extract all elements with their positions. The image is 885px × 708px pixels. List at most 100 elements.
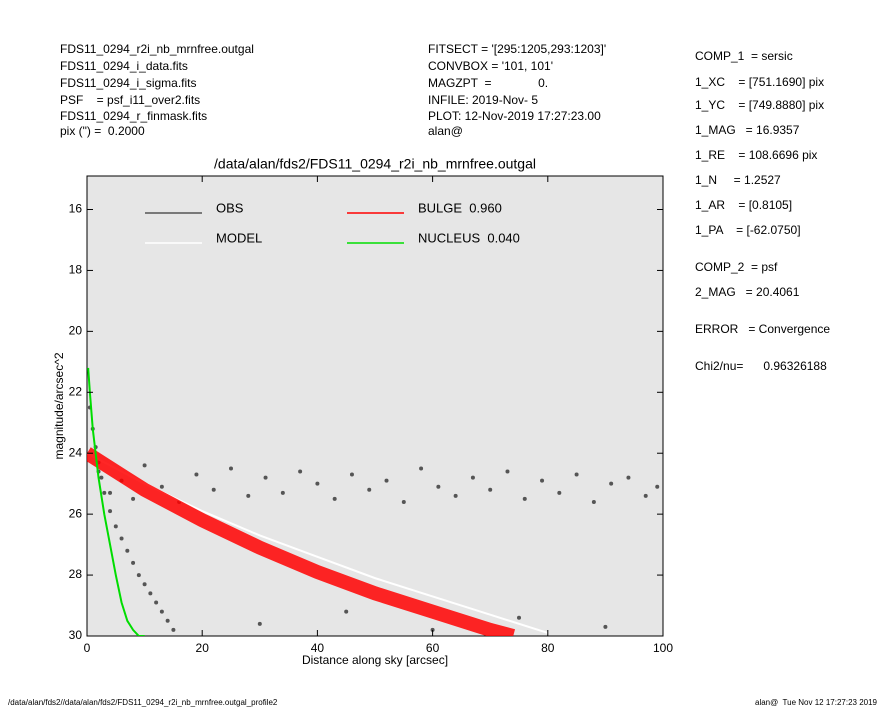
data-point [349, 472, 354, 477]
plot-area [86, 175, 664, 637]
header-middle-line: CONVBOX = '101, 101' [428, 59, 553, 73]
model-band [87, 447, 516, 636]
x-axis-label: Distance along sky [arcsec] [302, 653, 448, 667]
header-left-line: FDS11_0294_i_data.fits [60, 59, 188, 73]
data-point [517, 615, 521, 620]
parameter: ERROR = Convergence [695, 322, 830, 336]
parameter: Chi2/nu= 0.96326188 [695, 359, 827, 373]
data-point [574, 472, 579, 477]
data-point [136, 573, 141, 578]
data-point [211, 487, 216, 492]
data-point [142, 582, 147, 587]
legend-label: BULGE 0.960 [418, 200, 502, 215]
data-point [159, 609, 164, 614]
data-point [384, 478, 389, 483]
parameter: COMP_2 = psf [695, 260, 778, 274]
data-point [280, 490, 285, 495]
y-tick-label: 28 [69, 567, 83, 581]
marks [87, 367, 660, 636]
data-point [119, 536, 124, 541]
data-point [298, 469, 303, 474]
data-point [142, 463, 147, 468]
x-tick-label: 100 [653, 641, 673, 655]
data-point [401, 499, 406, 504]
parameter: 1_N = 1.2527 [695, 173, 781, 187]
header-middle-line: FITSECT = '[295:1205,293:1203]' [428, 42, 606, 56]
x-tick-label: 80 [541, 641, 555, 655]
data-point [125, 548, 130, 553]
data-point [430, 627, 435, 632]
data-point [257, 621, 262, 626]
data-point [113, 524, 118, 529]
data-point [367, 487, 372, 492]
data-point [194, 472, 199, 477]
data-point [165, 618, 170, 623]
y-tick-label: 24 [69, 445, 83, 459]
data-point [591, 499, 596, 504]
x-tick-label: 0 [84, 641, 91, 655]
y-tick-label: 26 [69, 506, 83, 520]
legend-label: MODEL [216, 230, 262, 245]
y-tick-label: 22 [69, 384, 83, 398]
parameter: 1_AR = [0.8105] [695, 198, 792, 212]
data-point [102, 490, 107, 495]
data-point [99, 475, 104, 480]
header-middle-line: alan@ [428, 124, 463, 138]
data-point [488, 487, 493, 492]
header-middle-line: MAGZPT = 0. [428, 76, 548, 90]
data-point [171, 627, 176, 632]
model-line [87, 367, 145, 636]
data-point [229, 466, 233, 471]
legend-label: OBS [216, 200, 244, 215]
header-middle-line: PLOT: 12-Nov-2019 17:27:23.00 [428, 109, 601, 123]
data-point [655, 484, 660, 489]
parameter: 1_PA = [-62.0750] [695, 223, 801, 237]
header-left-line: FDS11_0294_r_finmask.fits [60, 109, 207, 123]
y-tick-label: 30 [69, 628, 83, 642]
header: FDS11_0294_r2i_nb_mrnfree.outgal FDS11_02… [60, 42, 830, 373]
y-axis-label: magnitude/arcsec^2 [52, 352, 66, 459]
data-point [344, 609, 349, 614]
data-point [159, 484, 164, 489]
header-left-line: pix (") = 0.2000 [60, 124, 145, 138]
header-left-line: FDS11_0294_r2i_nb_mrnfree.outgal [60, 42, 254, 56]
data-point [148, 591, 153, 596]
data-point [540, 478, 545, 483]
parameter: 1_XC = [751.1690] pix [695, 75, 824, 89]
data-point [522, 496, 527, 501]
footer-right: alan@ Tue Nov 12 17:27:23 2019 [755, 698, 878, 707]
data-point [505, 469, 510, 474]
data-point [626, 475, 631, 480]
data-point [470, 475, 475, 480]
y-tick-label: 18 [69, 263, 83, 277]
data-point [131, 560, 136, 565]
data-point [643, 493, 648, 498]
data-point [609, 481, 614, 486]
y-tick-label: 20 [69, 324, 83, 338]
x-tick-label: 20 [196, 641, 210, 655]
parameter: 1_YC = [749.8880] pix [695, 98, 824, 112]
chart-title: /data/alan/fds2/FDS11_0294_r2i_nb_mrnfre… [214, 156, 536, 172]
data-point [453, 493, 458, 498]
x-tick-label: 60 [426, 641, 440, 655]
header-left-line: FDS11_0294_i_sigma.fits [60, 76, 197, 90]
data-point [108, 509, 113, 514]
data-point [131, 496, 136, 501]
header-left-line: PSF = psf_i11_over2.fits [60, 93, 200, 107]
header-middle-line: INFILE: 2019-Nov- 5 [428, 93, 538, 107]
parameter: 2_MAG = 20.4061 [695, 285, 800, 299]
legend-label: NUCLEUS 0.040 [418, 230, 520, 245]
parameter: COMP_1 = sersic [695, 49, 793, 63]
data-point [154, 600, 159, 605]
y-tick-label: 16 [69, 202, 83, 216]
data-point [263, 475, 268, 480]
data-point [315, 481, 320, 486]
footer-left: /data/alan/fds2//data/alan/fds2/FDS11_02… [8, 698, 278, 707]
x-tick-label: 40 [311, 641, 325, 655]
axes: 0 20 40 60 80 100 16 18 20 22 24 26 28 30 OBS MODEL BULG… [69, 176, 673, 655]
data-point [108, 490, 113, 495]
data-point [246, 493, 251, 498]
parameter: 1_MAG = 16.9357 [695, 123, 800, 137]
data-point [332, 496, 337, 501]
